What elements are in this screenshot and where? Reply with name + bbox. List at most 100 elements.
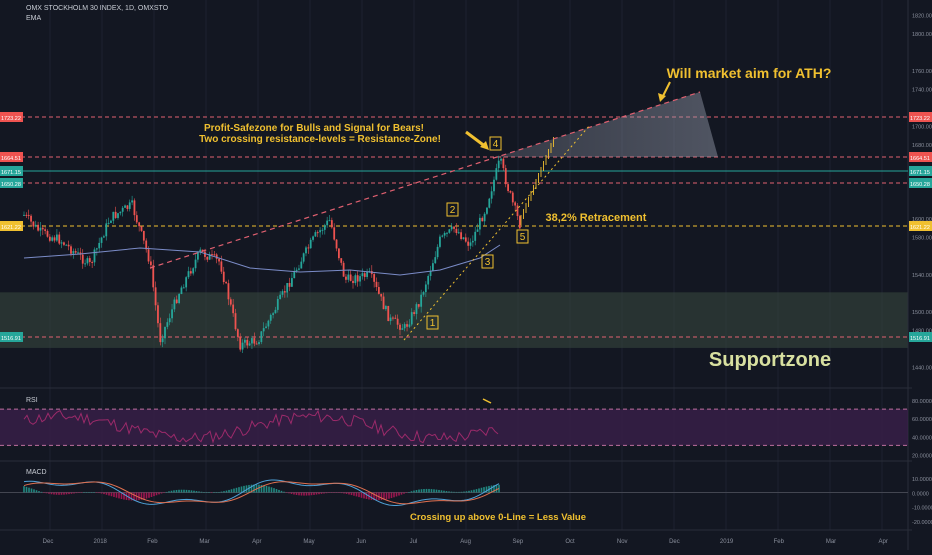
candle-body xyxy=(39,227,42,231)
candle-body xyxy=(124,205,126,208)
candle-body xyxy=(95,248,98,250)
macd-bar xyxy=(305,492,308,496)
price-tag-left-label: 1621.22 xyxy=(1,225,21,231)
macd-line xyxy=(23,479,500,506)
time-tick-label: Mar xyxy=(826,539,836,545)
candle-body xyxy=(286,282,289,293)
candle-body xyxy=(514,202,517,206)
macd-bar xyxy=(345,492,348,494)
candle-body xyxy=(133,200,136,216)
candle-body xyxy=(406,324,408,327)
candle-body xyxy=(333,227,336,240)
rsi-axis[interactable]: 80.0000 60.0000 40.0000 20.0000 xyxy=(912,399,932,459)
candle-body xyxy=(234,313,237,330)
candle-body xyxy=(265,326,267,329)
macd-bar xyxy=(55,492,58,495)
candle-body xyxy=(276,299,279,310)
candle-body xyxy=(288,282,291,287)
plot-background xyxy=(0,0,912,550)
candle-body xyxy=(197,251,199,260)
price-axis[interactable]: 1440.00 1480.00 1500.00 1540.00 1580.00 1600.… xyxy=(912,13,932,371)
price-tag xyxy=(909,152,932,162)
candle-body xyxy=(453,226,455,229)
candle-body xyxy=(32,221,35,227)
macd-bar xyxy=(138,492,140,501)
candle-body xyxy=(330,220,333,228)
macd-bar xyxy=(453,491,455,493)
macd-bar xyxy=(428,488,430,493)
candle-body xyxy=(396,318,399,325)
wave-5-label: 5 xyxy=(520,232,526,243)
macd-bar xyxy=(415,489,418,493)
macd-bar xyxy=(323,492,325,494)
candle-body xyxy=(307,247,310,249)
price-tag xyxy=(909,332,932,342)
macd-bar xyxy=(235,487,238,493)
wave-3-box xyxy=(481,254,494,269)
candle-body xyxy=(486,207,488,214)
candle-body xyxy=(417,304,420,307)
macd-bar xyxy=(445,491,448,493)
macd-bar xyxy=(423,488,425,493)
macd-bar xyxy=(315,492,318,495)
macd-bar xyxy=(398,492,400,496)
macd-bar xyxy=(410,491,413,493)
macd-bar xyxy=(175,489,178,493)
price-tag-left-label: 1516.91 xyxy=(1,336,21,342)
candle-body xyxy=(246,339,249,346)
time-axis[interactable]: Dec 2018 Feb Mar Apr May Jun Jul Aug Sep Oct Nov Dec… xyxy=(43,539,888,545)
candle-body xyxy=(171,309,173,319)
macd-axis[interactable]: 10.0000 0.0000 -10.0000 -20.0000 xyxy=(912,477,932,526)
candle-body xyxy=(229,299,232,305)
wave-1-box xyxy=(426,315,439,330)
candle-body xyxy=(227,283,230,300)
symbol-title: OMX STOCKHOLM 30 INDEX, 1D, OMXSTO xyxy=(26,5,169,12)
macd-bar xyxy=(310,492,313,496)
macd-bar xyxy=(60,492,63,495)
macd-bar xyxy=(145,492,148,499)
macd-bar xyxy=(213,492,215,493)
macd-bar xyxy=(435,489,438,493)
candle-body xyxy=(443,232,446,236)
candle-body xyxy=(157,305,159,324)
macd-bar xyxy=(50,492,53,495)
macd-bar xyxy=(383,492,385,500)
candle-body xyxy=(211,254,213,256)
supportzone-text: Supportzone xyxy=(709,349,831,371)
candle-body xyxy=(269,314,272,321)
macd-bar xyxy=(195,491,198,493)
candle-body xyxy=(182,287,185,289)
candle-body xyxy=(403,324,406,329)
macd-bar xyxy=(265,485,268,493)
wave-4-box xyxy=(489,136,502,151)
candle-body xyxy=(41,227,44,230)
candle-body xyxy=(441,235,444,237)
rsi-tick-label: 20.0000 xyxy=(912,453,932,459)
candle-body xyxy=(436,246,439,258)
candle-body xyxy=(422,292,425,295)
macd-bar xyxy=(68,492,70,495)
macd-bar xyxy=(280,490,283,493)
candle-body xyxy=(72,251,75,254)
time-tick-label: Jun xyxy=(356,539,366,545)
candle-body xyxy=(340,258,343,263)
price-tag-label: 1516.91 xyxy=(910,336,930,342)
candle-body xyxy=(147,249,150,262)
macd-bar xyxy=(485,486,488,493)
macd-bar xyxy=(228,489,230,493)
candles xyxy=(23,155,521,353)
macd-bar xyxy=(58,492,60,495)
macd-bar xyxy=(93,492,95,493)
candle-body xyxy=(34,224,37,227)
candle-body xyxy=(267,320,270,327)
macd-bar xyxy=(40,491,43,493)
macd-bar xyxy=(343,492,345,494)
candle-body xyxy=(283,291,286,293)
macd-bar xyxy=(348,492,350,495)
candle-body xyxy=(323,225,326,230)
macd-bar xyxy=(220,491,223,493)
candle-body xyxy=(464,237,467,242)
candle-body xyxy=(495,168,498,180)
candle-body xyxy=(251,338,253,344)
